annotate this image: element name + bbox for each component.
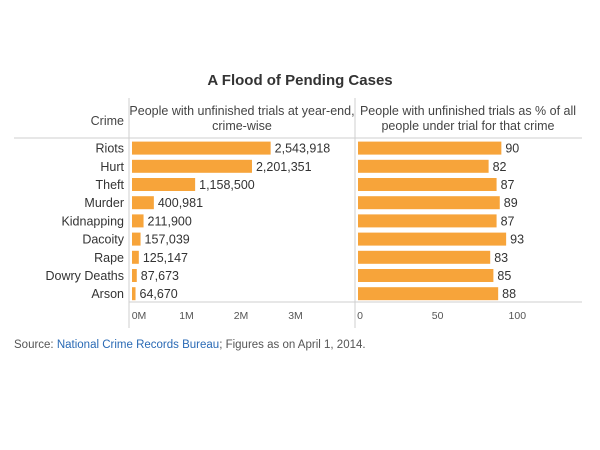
bar-trials <box>132 287 136 301</box>
data-label-trials: 211,900 <box>148 214 192 228</box>
data-label-trials: 400,981 <box>158 196 203 210</box>
x-tick-label-trials: 3M <box>288 310 303 322</box>
series-header-1-line-2: crime-wise <box>212 119 272 133</box>
series-header-2-line-1: People with unfinished trials as % of al… <box>360 104 576 118</box>
category-label: Hurt <box>100 160 124 174</box>
source-note: Source: National Crime Records Bureau; F… <box>14 339 366 351</box>
category-label: Murder <box>84 196 124 210</box>
data-label-percent: 89 <box>504 196 518 210</box>
data-label-percent: 88 <box>502 287 516 301</box>
data-label-percent: 83 <box>494 251 508 265</box>
bar-row: Murder 400,981 89 <box>84 196 518 210</box>
bar-percent <box>358 232 507 246</box>
data-label-percent: 85 <box>497 269 511 283</box>
bar-trials <box>132 178 196 191</box>
category-label: Kidnapping <box>61 214 124 228</box>
x-tick-label-percent: 100 <box>509 310 527 322</box>
bar-row: Rape 125,147 83 <box>94 251 508 265</box>
category-label: Theft <box>96 178 125 192</box>
x-tick-label-percent: 50 <box>432 310 444 322</box>
category-label: Riots <box>96 142 124 156</box>
x-tick-label-trials: 2M <box>234 310 249 322</box>
bar-percent <box>358 141 502 155</box>
data-label-percent: 90 <box>505 142 519 156</box>
category-label: Dacoity <box>82 233 124 247</box>
bar-row: Kidnapping 211,900 87 <box>61 214 515 228</box>
bar-row: Hurt 2,201,351 82 <box>100 159 507 174</box>
x-tick-label-percent: 0 <box>357 310 363 322</box>
category-label: Rape <box>94 251 124 265</box>
data-label-trials: 64,670 <box>140 287 178 301</box>
bar-percent <box>358 214 497 228</box>
bar-percent <box>358 159 489 173</box>
chart-title: A Flood of Pending Cases <box>207 72 393 89</box>
bar-percent <box>358 269 494 282</box>
bar-percent <box>358 250 491 264</box>
bar-percent <box>358 178 497 191</box>
data-label-percent: 82 <box>493 160 507 174</box>
x-tick-label-trials: 1M <box>179 310 194 322</box>
data-label-trials: 125,147 <box>143 251 188 265</box>
data-label-trials: 1,158,500 <box>199 178 255 192</box>
data-label-percent: 93 <box>510 233 524 247</box>
bar-row: Dowry Deaths 87,673 85 <box>46 269 511 283</box>
bar-trials <box>132 232 141 246</box>
bar-row: Dacoity 157,039 93 <box>82 232 524 247</box>
bar-trials <box>132 196 154 210</box>
bar-trials <box>132 250 139 264</box>
row-header: Crime <box>91 114 124 128</box>
source-link[interactable]: National Crime Records Bureau <box>56 339 220 351</box>
data-label-trials: 157,039 <box>145 233 190 247</box>
series-header-2-line-2: people under trial for that crime <box>381 119 554 133</box>
data-label-trials: 87,673 <box>141 269 179 283</box>
source-suffix: ; Figures as on April 1, 2014. <box>219 339 366 351</box>
bar-row: Theft 1,158,500 87 <box>96 178 515 192</box>
bar-row: Arson 64,670 88 <box>91 287 516 301</box>
category-label: Arson <box>91 287 124 301</box>
bar-trials <box>132 159 252 173</box>
bar-trials <box>132 269 137 282</box>
x-tick-label-trials: 0M <box>132 310 147 322</box>
data-label-percent: 87 <box>501 214 515 228</box>
bar-trials <box>132 141 271 155</box>
series-header-1-line-1: People with unfinished trials at year-en… <box>129 104 354 118</box>
data-label-trials: 2,201,351 <box>256 160 312 174</box>
category-label: Dowry Deaths <box>46 269 125 283</box>
bar-row: Riots 2,543,918 90 <box>96 141 519 156</box>
data-label-percent: 87 <box>501 178 515 192</box>
bar-trials <box>132 214 144 228</box>
bar-percent <box>358 287 499 301</box>
bar-percent <box>358 196 500 210</box>
source-prefix: Source: <box>14 339 57 351</box>
data-label-trials: 2,543,918 <box>275 142 331 156</box>
